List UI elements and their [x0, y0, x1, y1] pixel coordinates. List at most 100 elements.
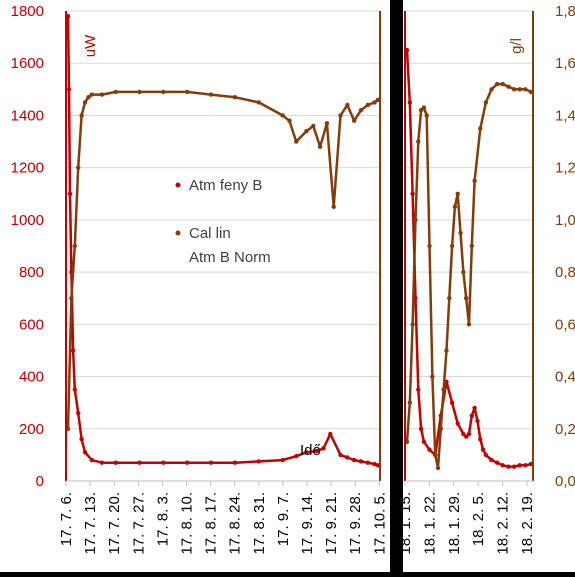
right-series-point [489, 87, 494, 92]
legend-label-atm-feny: Atm feny B [189, 177, 262, 194]
left-x-tick-label: 17. 7. 20. [106, 492, 123, 555]
right-series-point [517, 463, 522, 468]
left-series-point [351, 457, 357, 463]
right-series-point [466, 431, 472, 437]
left-series-point [82, 450, 88, 455]
right-series-point [416, 139, 421, 144]
y-right-tick-label: 1,2 [555, 160, 575, 177]
left-series-point [317, 144, 323, 149]
right-series-point [483, 452, 489, 458]
right-series-point [452, 204, 458, 210]
left-series-point [280, 113, 285, 118]
left-series-point [287, 118, 292, 123]
y-right-tick-label: 0,2 [555, 421, 575, 438]
right-x-tick-label: 18. 1. 22. [421, 492, 438, 555]
left-series-point [256, 459, 261, 464]
y-left-tick-label: 800 [19, 264, 44, 281]
legend-marker-atm-feny [175, 182, 181, 188]
right-series-point [458, 230, 463, 236]
left-x-tick-label: 17. 9. 7. [275, 492, 292, 546]
y-left-axis-label: uW [82, 34, 99, 57]
right-series-point [413, 217, 418, 223]
right-series-point [494, 81, 500, 87]
right-series-point [511, 464, 517, 469]
left-series-point [304, 128, 309, 134]
y-left-tick-label: 0 [36, 473, 44, 490]
right-x-tick-label: 18. 2. 5. [470, 492, 487, 546]
left-series-point [79, 113, 84, 118]
left-series-point [331, 204, 336, 210]
left-series-point [70, 348, 76, 353]
left-x-tick-label: 17. 8. 31. [251, 492, 268, 555]
right-series-point [407, 400, 413, 405]
right-series-point [469, 243, 475, 249]
y-left-tick-label: 1800 [11, 3, 44, 20]
left-series-point [358, 108, 364, 113]
right-series-point [511, 87, 517, 92]
right-series-point [475, 418, 480, 424]
left-x-tick-label: 17. 9. 21. [323, 492, 340, 555]
left-series-point [69, 296, 74, 301]
right-series-point [410, 322, 415, 327]
right-series-point [416, 387, 421, 392]
right-series-point [500, 81, 506, 87]
left-series-point [232, 94, 238, 100]
right-series-point [478, 437, 483, 442]
left-series-point [161, 460, 166, 465]
left-series-point [256, 100, 261, 105]
left-series-point [338, 452, 343, 458]
right-series-point [449, 243, 455, 249]
left-series-point [208, 460, 214, 465]
right-series-point [466, 322, 472, 327]
left-x-tick-label: 17. 10. 5. [371, 492, 388, 555]
left-series-point [137, 460, 142, 465]
left-x-tick-label: 17. 8. 3. [154, 492, 171, 546]
right-series-point [435, 465, 441, 471]
right-series-point [469, 413, 475, 418]
right-series-point [455, 191, 460, 196]
right-series-point [494, 460, 500, 465]
left-series-point [185, 89, 190, 95]
y-right-tick-label: 0,4 [555, 369, 575, 386]
right-series-point [432, 452, 438, 458]
right-series-point [478, 126, 483, 131]
left-series-point [294, 139, 299, 144]
left-series-point [372, 100, 377, 105]
right-series-point [461, 431, 466, 437]
right-series-point [438, 426, 444, 431]
y-right-tick-label: 1,6 [555, 55, 575, 72]
left-x-tick-label: 17. 8. 24. [227, 492, 244, 555]
y-right-tick-label: 1,8 [555, 3, 575, 20]
right-series-point [463, 296, 469, 301]
right-series-point [418, 426, 424, 431]
y-left-tick-label: 400 [19, 369, 44, 386]
annotation-label: Idő [300, 442, 321, 459]
left-series-point [82, 100, 88, 105]
y-right-axis-label: g/l [508, 38, 525, 54]
y-left-tick-label: 1200 [11, 160, 44, 177]
left-series-point [89, 457, 95, 463]
right-series-point [421, 439, 427, 445]
left-series-point [328, 431, 333, 437]
left-series-point [365, 102, 370, 108]
y-left-tick-label: 1400 [11, 107, 44, 124]
right-x-tick-label: 18. 2. 19. [519, 492, 536, 555]
left-series-point [351, 118, 357, 123]
left-series-point [345, 455, 350, 460]
y-left-tick-label: 1600 [11, 55, 44, 72]
right-series-point [424, 113, 429, 118]
left-series-point [99, 92, 105, 97]
y-left-tick-label: 600 [19, 316, 44, 333]
left-series-point [79, 437, 84, 442]
left-series-point [185, 460, 190, 465]
left-series-point [72, 243, 78, 249]
right-series-point [447, 296, 452, 301]
right-series-point [483, 100, 489, 105]
left-series-point [372, 461, 377, 467]
right-series-point [418, 108, 424, 113]
right-x-tick-label: 18. 1. 15. [397, 492, 414, 555]
left-series-point [321, 446, 326, 451]
right-series-point [461, 269, 466, 275]
